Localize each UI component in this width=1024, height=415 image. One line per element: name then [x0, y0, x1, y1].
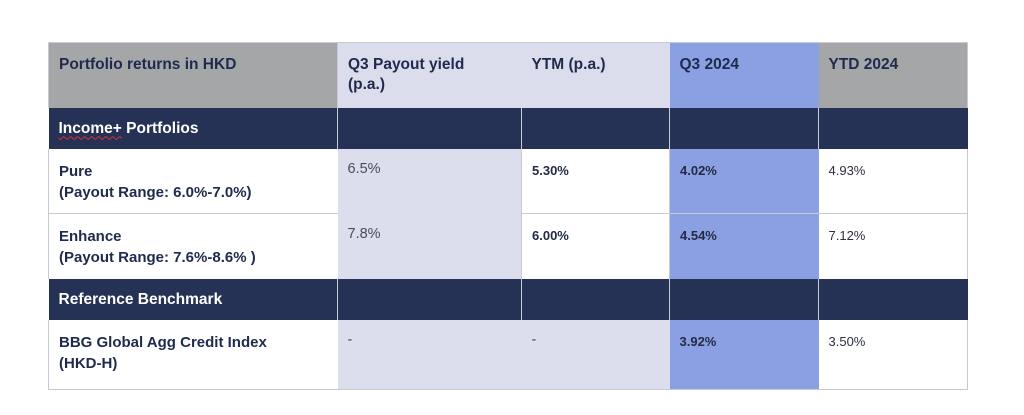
- header-q3-2024-label: Q3 2024: [679, 56, 739, 73]
- row-subtitle: (Payout Range: 6.0%-7.0%): [59, 183, 252, 201]
- cell-ytd: 4.93%: [818, 148, 968, 214]
- ytm-value: 6.00%: [532, 228, 569, 243]
- section-reference-label: Reference Benchmark: [58, 290, 223, 308]
- section-cell: [818, 107, 968, 149]
- section-row-reference: Reference Benchmark: [48, 278, 968, 320]
- header-q3-2024: Q3 2024: [669, 42, 819, 108]
- table-header-row: Portfolio returns in HKD Q3 Payout yield…: [48, 42, 968, 108]
- section-row-income-plus: Income+ Portfolios: [48, 107, 968, 149]
- section-cell: [818, 278, 968, 320]
- row-name-benchmark: BBG Global Agg Credit Index (HKD-H): [48, 319, 338, 390]
- row-name: Enhance: [59, 228, 122, 245]
- q3-value: 3.92%: [679, 333, 717, 349]
- table-row-enhance: Enhance (Payout Range: 7.6%-8.6% ) 7.8% …: [48, 213, 968, 279]
- payout-value: 6.5%: [347, 160, 381, 177]
- section-income-plus-label: Income+ Portfolios: [49, 108, 338, 139]
- cell-ytd: 7.12%: [818, 213, 968, 279]
- table-row-pure: Pure (Payout Range: 6.0%-7.0%) 6.5% 5.30…: [48, 148, 968, 214]
- row-name: Pure: [59, 162, 93, 180]
- header-portfolio-returns: Portfolio returns in HKD: [48, 42, 338, 108]
- table-row-benchmark: BBG Global Agg Credit Index (HKD-H) - - …: [48, 319, 968, 390]
- header-ytd-2024-label: YTD 2024: [828, 56, 899, 73]
- cell-q3: 4.02%: [669, 148, 819, 214]
- q3-value: 4.54%: [680, 228, 717, 243]
- cell-q3: 3.92%: [669, 319, 819, 390]
- header-ytm-label: YTM (p.a.): [531, 56, 606, 73]
- cell-ytm: 5.30%: [521, 148, 670, 214]
- cell-payout: -: [337, 319, 522, 390]
- header-payout-yield-unit: (p.a.): [348, 76, 386, 93]
- section-cell: [521, 107, 670, 149]
- income-plus-word: Income+: [58, 119, 122, 137]
- section-cell: [521, 278, 670, 320]
- payout-value: -: [347, 331, 353, 348]
- row-name-pure: Pure (Payout Range: 6.0%-7.0%): [48, 148, 338, 214]
- ytd-value: 7.12%: [828, 228, 866, 243]
- section-income-plus: Income+ Portfolios: [48, 107, 338, 149]
- row-name-enhance: Enhance (Payout Range: 7.6%-8.6% ): [48, 213, 338, 279]
- section-cell: [669, 107, 819, 149]
- row-name: BBG Global Agg Credit Index: [59, 333, 267, 351]
- section-reference: Reference Benchmark: [48, 278, 338, 320]
- payout-value: 7.8%: [347, 225, 381, 242]
- cell-ytd: 3.50%: [818, 319, 968, 390]
- header-ytm: YTM (p.a.): [521, 42, 670, 108]
- header-payout-yield-label: Q3 Payout yield: [348, 56, 465, 73]
- cell-payout: 6.5%: [337, 148, 522, 214]
- ytd-value: 4.93%: [828, 162, 866, 178]
- row-subtitle: (HKD-H): [59, 354, 118, 372]
- header-ytd-2024: YTD 2024: [818, 42, 968, 108]
- ytm-value: 5.30%: [532, 162, 569, 178]
- section-cell: [337, 107, 522, 149]
- cell-ytm: 6.00%: [521, 213, 670, 279]
- cell-q3: 4.54%: [669, 213, 819, 279]
- header-portfolio-returns-label: Portfolio returns in HKD: [59, 56, 237, 73]
- portfolios-word: Portfolios: [121, 119, 199, 137]
- ytm-value: -: [531, 331, 537, 348]
- portfolio-returns-table: Portfolio returns in HKD Q3 Payout yield…: [48, 42, 968, 390]
- header-payout-yield: Q3 Payout yield (p.a.): [337, 42, 522, 108]
- section-cell: [337, 278, 522, 320]
- q3-value: 4.02%: [680, 162, 717, 178]
- cell-payout: 7.8%: [337, 213, 522, 279]
- cell-ytm: -: [521, 319, 670, 390]
- row-subtitle: (Payout Range: 7.6%-8.6% ): [59, 249, 256, 266]
- section-cell: [669, 278, 819, 320]
- ytd-value: 3.50%: [828, 333, 866, 349]
